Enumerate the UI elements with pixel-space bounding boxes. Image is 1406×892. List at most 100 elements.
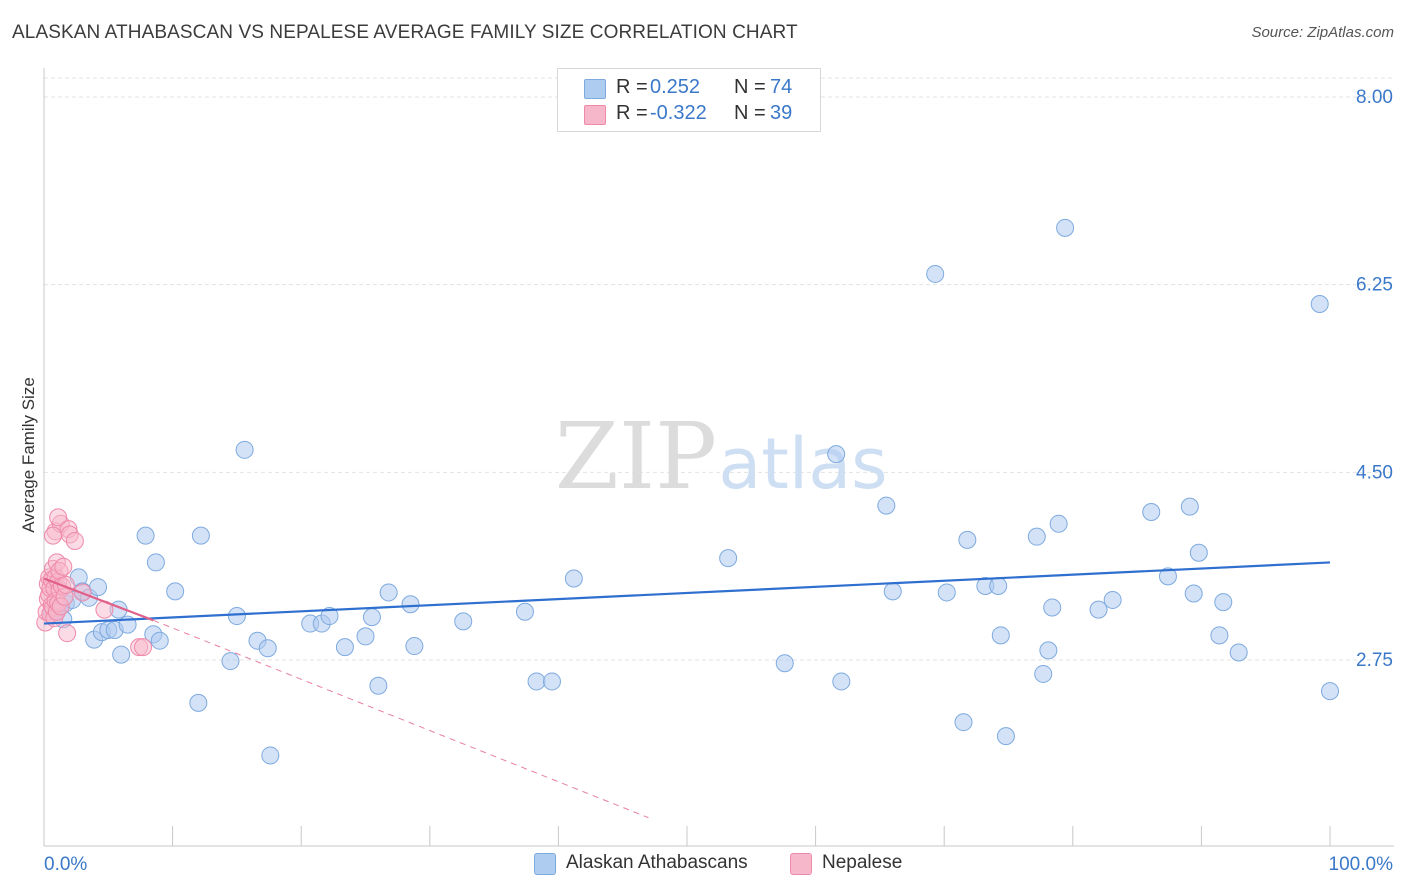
y-tick-label: 6.25 [1356, 275, 1393, 296]
point-alaskan-athabascans [954, 713, 973, 732]
point-alaskan-athabascans [877, 496, 896, 515]
point-alaskan-athabascans [189, 693, 208, 712]
point-alaskan-athabascans [136, 526, 155, 545]
pink-swatch [584, 105, 606, 125]
point-alaskan-athabascans [989, 577, 1008, 596]
point-alaskan-athabascans [564, 569, 583, 588]
watermark-atlas: atlas [718, 423, 887, 505]
point-alaskan-athabascans [166, 582, 185, 601]
legend-label: Nepalese [822, 852, 903, 873]
point-alaskan-athabascans [150, 631, 169, 650]
point-nepalese [49, 508, 68, 527]
chart-title: ALASKAN ATHABASCAN VS NEPALESE AVERAGE F… [12, 22, 798, 43]
point-alaskan-athabascans [719, 549, 738, 568]
point-alaskan-athabascans [1043, 598, 1062, 617]
point-alaskan-athabascans [1229, 643, 1248, 662]
point-nepalese [44, 526, 63, 545]
point-alaskan-athabascans [958, 530, 977, 549]
point-alaskan-athabascans [996, 727, 1015, 746]
watermark: ZIP atlas [555, 403, 888, 510]
point-alaskan-athabascans [454, 612, 473, 631]
point-alaskan-athabascans [1103, 590, 1122, 609]
point-alaskan-athabascans [1027, 527, 1046, 546]
point-alaskan-athabascans [1034, 664, 1053, 683]
n-label: N = [734, 102, 766, 124]
r-label: R = [616, 76, 648, 98]
point-alaskan-athabascans [1039, 641, 1058, 660]
point-alaskan-athabascans [1089, 600, 1108, 619]
trendline-nepalese-extension [153, 619, 649, 819]
point-nepalese [54, 557, 73, 576]
point-alaskan-athabascans [827, 445, 846, 464]
point-alaskan-athabascans [221, 652, 240, 671]
point-alaskan-athabascans [775, 654, 794, 673]
y-tick-label: 2.75 [1356, 650, 1393, 671]
point-alaskan-athabascans [405, 637, 424, 656]
r-label: R = [616, 102, 648, 124]
legend-label: Alaskan Athabascans [566, 852, 748, 873]
point-nepalese [65, 531, 84, 550]
point-alaskan-athabascans [401, 595, 420, 614]
point-alaskan-athabascans [362, 608, 381, 627]
point-alaskan-athabascans [883, 582, 902, 601]
point-alaskan-athabascans [235, 440, 254, 459]
point-alaskan-athabascans [1049, 514, 1068, 533]
gridlines [44, 77, 1394, 661]
point-alaskan-athabascans [1321, 682, 1339, 701]
y-tick-label: 4.50 [1356, 462, 1393, 483]
source-label: Source: ZipAtlas.com [1251, 24, 1394, 41]
point-alaskan-athabascans [89, 578, 108, 597]
point-alaskan-athabascans [1189, 543, 1208, 562]
point-alaskan-athabascans [261, 746, 280, 765]
point-alaskan-athabascans [320, 607, 339, 626]
x-tick-label: 0.0% [44, 854, 87, 875]
series-legend: Alaskan Athabascans Nepalese [0, 850, 1406, 878]
point-alaskan-athabascans [227, 607, 246, 626]
r-value: 0.252 [650, 76, 701, 98]
r-value: -0.322 [650, 102, 707, 124]
point-alaskan-athabascans [191, 526, 210, 545]
point-alaskan-athabascans [258, 639, 277, 658]
point-alaskan-athabascans [1310, 294, 1329, 313]
point-alaskan-athabascans [937, 583, 956, 602]
point-alaskan-athabascans [527, 672, 546, 691]
point-alaskan-athabascans [926, 264, 945, 283]
data-points [36, 218, 1339, 765]
point-alaskan-athabascans [379, 583, 398, 602]
x-tick-label: 100.0% [1329, 854, 1394, 875]
point-alaskan-athabascans [146, 553, 165, 572]
trendline-alaskan-athabascans [43, 561, 1331, 625]
point-alaskan-athabascans [1056, 218, 1075, 237]
pink-swatch [790, 853, 812, 875]
point-alaskan-athabascans [369, 676, 388, 695]
point-nepalese [134, 638, 153, 657]
point-alaskan-athabascans [1158, 567, 1177, 586]
point-alaskan-athabascans [112, 645, 131, 664]
n-label: N = [734, 76, 766, 98]
axes [43, 68, 1394, 847]
point-alaskan-athabascans [991, 626, 1010, 645]
point-nepalese [58, 624, 77, 643]
y-tick-label: 8.00 [1356, 87, 1393, 108]
tick-labels: 8.00 6.25 4.50 2.75 0.0% 100.0% [44, 87, 1393, 875]
stats-row-pink: R = -0.322 N = 39 [558, 102, 820, 128]
trendlines [153, 619, 649, 819]
blue-swatch [584, 79, 606, 99]
stats-row-blue: R = 0.252 N = 74 [558, 76, 820, 102]
point-alaskan-athabascans [1180, 497, 1199, 516]
point-alaskan-athabascans [1214, 593, 1233, 612]
y-axis-label: Average Family Size [19, 377, 38, 533]
point-alaskan-athabascans [515, 602, 534, 621]
point-alaskan-athabascans [1210, 626, 1229, 645]
stats-legend: R = 0.252 N = 74 R = -0.322 N = 39 [557, 68, 821, 132]
blue-swatch [534, 853, 556, 875]
point-alaskan-athabascans [832, 672, 851, 691]
point-alaskan-athabascans [1142, 503, 1161, 522]
n-value: 74 [770, 76, 793, 98]
point-alaskan-athabascans [1184, 584, 1203, 603]
trendline-nepalese [43, 577, 154, 622]
watermark-zip: ZIP [555, 403, 717, 510]
point-alaskan-athabascans [356, 627, 375, 646]
point-alaskan-athabascans [542, 672, 561, 691]
